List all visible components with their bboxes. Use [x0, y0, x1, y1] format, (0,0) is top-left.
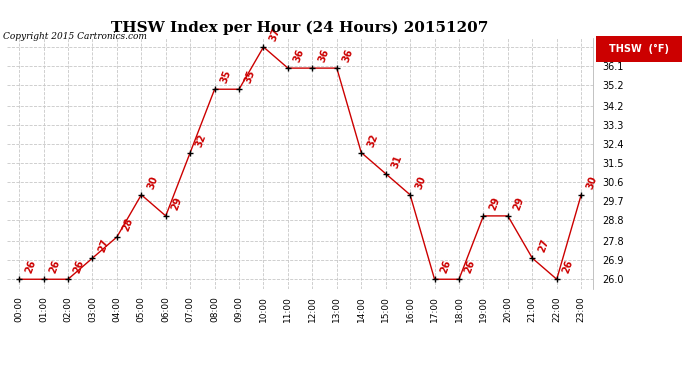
Text: 27: 27 — [97, 238, 110, 254]
Text: 32: 32 — [195, 132, 208, 148]
Text: 37: 37 — [268, 27, 282, 43]
Text: 26: 26 — [463, 259, 477, 275]
Text: 29: 29 — [512, 196, 526, 212]
Text: 26: 26 — [72, 259, 86, 275]
Text: 31: 31 — [390, 153, 404, 170]
Text: 36: 36 — [341, 48, 355, 64]
Text: 26: 26 — [439, 259, 453, 275]
Text: 29: 29 — [170, 196, 184, 212]
Text: THSW  (°F): THSW (°F) — [609, 44, 669, 54]
Text: 32: 32 — [366, 132, 380, 148]
Text: 30: 30 — [414, 174, 428, 190]
Text: 26: 26 — [48, 259, 61, 275]
Text: 28: 28 — [121, 217, 135, 233]
Text: 26: 26 — [23, 259, 37, 275]
Title: THSW Index per Hour (24 Hours) 20151207: THSW Index per Hour (24 Hours) 20151207 — [112, 21, 489, 35]
Text: 35: 35 — [219, 69, 233, 85]
Text: Copyright 2015 Cartronics.com: Copyright 2015 Cartronics.com — [3, 32, 148, 41]
Text: 36: 36 — [292, 48, 306, 64]
Text: 36: 36 — [317, 48, 331, 64]
Text: 30: 30 — [146, 174, 159, 190]
Text: 35: 35 — [243, 69, 257, 85]
Text: 29: 29 — [488, 196, 502, 212]
Text: 27: 27 — [536, 238, 551, 254]
Text: 30: 30 — [585, 174, 600, 190]
Text: 26: 26 — [561, 259, 575, 275]
